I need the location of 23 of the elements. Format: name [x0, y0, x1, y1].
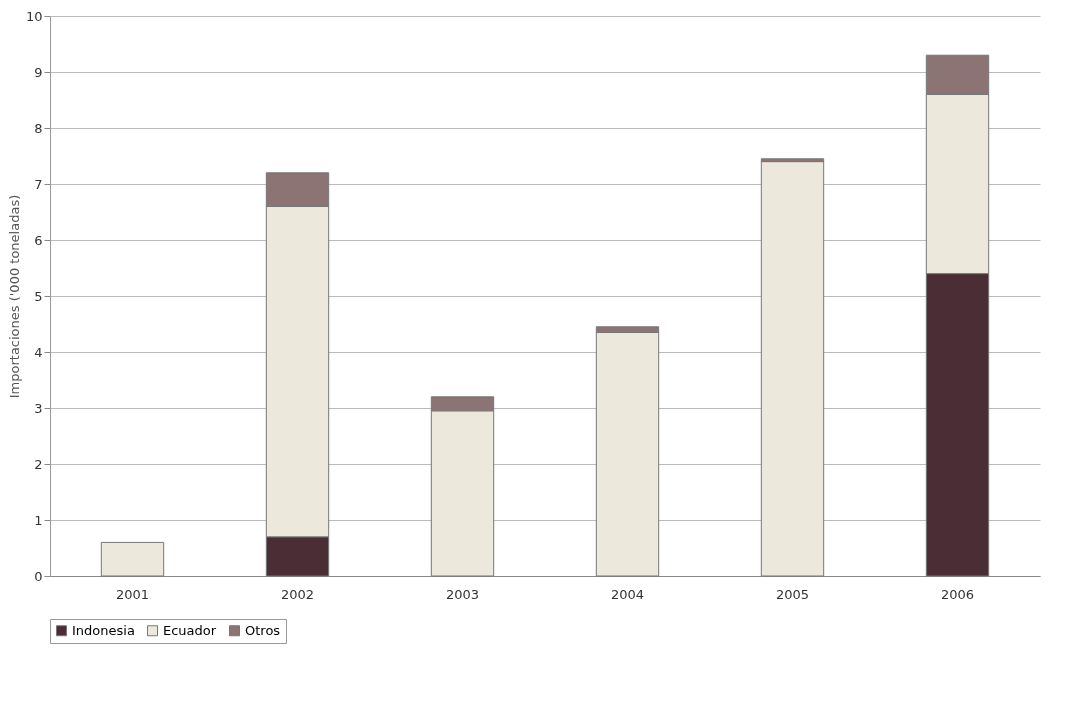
y-tick-label: 9 [34, 64, 43, 80]
y-tick-label: 0 [34, 568, 43, 584]
legend-label: Ecuador [163, 622, 217, 638]
x-tick-label: 2003 [445, 586, 480, 602]
y-tick-label: 1 [34, 512, 43, 528]
y-tick-label: 4 [34, 344, 43, 360]
x-tick-label: 2002 [280, 586, 315, 602]
x-tick-label: 2001 [115, 586, 150, 602]
x-tick-label: 2004 [610, 586, 645, 602]
legend-label: Otros [245, 622, 281, 638]
bar [100, 541, 165, 577]
y-tick-label: 8 [34, 120, 43, 136]
y-tick-label: 6 [34, 232, 43, 248]
x-tick-label: 2005 [775, 586, 810, 602]
y-tick-label: 3 [34, 400, 43, 416]
y-tick-label: 5 [34, 288, 43, 304]
legend-label: Indonesia [72, 622, 135, 638]
y-axis-title: Importaciones ('000 toneladas) [6, 194, 22, 399]
y-tick-label: 2 [34, 456, 43, 472]
bar [760, 161, 825, 577]
y-tick-label: 10 [25, 8, 43, 24]
y-tick-label: 7 [34, 176, 43, 192]
x-tick-label: 2006 [940, 586, 975, 602]
